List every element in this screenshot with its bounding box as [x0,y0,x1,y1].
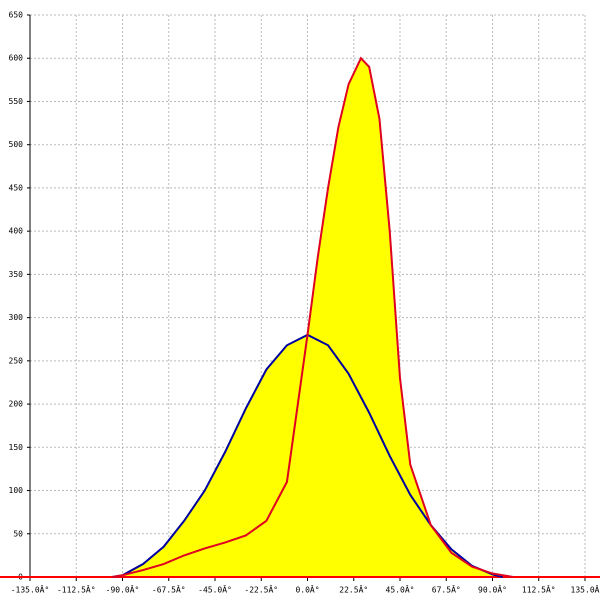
x-tick-label: -135.0Â° [11,584,50,595]
x-tick-label: 67.5Â° [432,584,461,595]
y-tick-label: 400 [9,227,24,236]
y-tick-label: 150 [9,443,24,452]
x-tick-label: -112.5Â° [57,584,96,595]
y-tick-label: 650 [9,11,24,20]
x-tick-label: 112.5Â° [522,584,556,595]
area-fill [112,58,514,577]
x-tick-label: -90.0Â° [106,584,140,595]
y-tick-label: 50 [13,529,23,538]
x-tick-label: 0.0Â° [295,584,319,595]
y-tick-label: 300 [9,313,24,322]
x-tick-label: 22.5Â° [339,584,368,595]
x-tick-label: -45.0Â° [198,584,232,595]
x-tick-label: -67.5Â° [152,584,186,595]
series-line [112,56,514,578]
y-tick-label: 100 [9,486,24,495]
x-tick-label: 45.0Â° [386,584,415,595]
x-tick-label: 90.0Â° [478,584,507,595]
y-tick-label: 600 [9,54,24,63]
y-tick-label: 450 [9,183,24,192]
y-tick-label: 550 [9,97,24,106]
y-tick-label: 250 [9,356,24,365]
y-tick-label: 500 [9,140,24,149]
x-tick-label: 135.0Â [571,584,600,595]
y-tick-label: 200 [9,400,24,409]
x-tick-label: -22.5Â° [244,584,278,595]
y-tick-label: 350 [9,270,24,279]
